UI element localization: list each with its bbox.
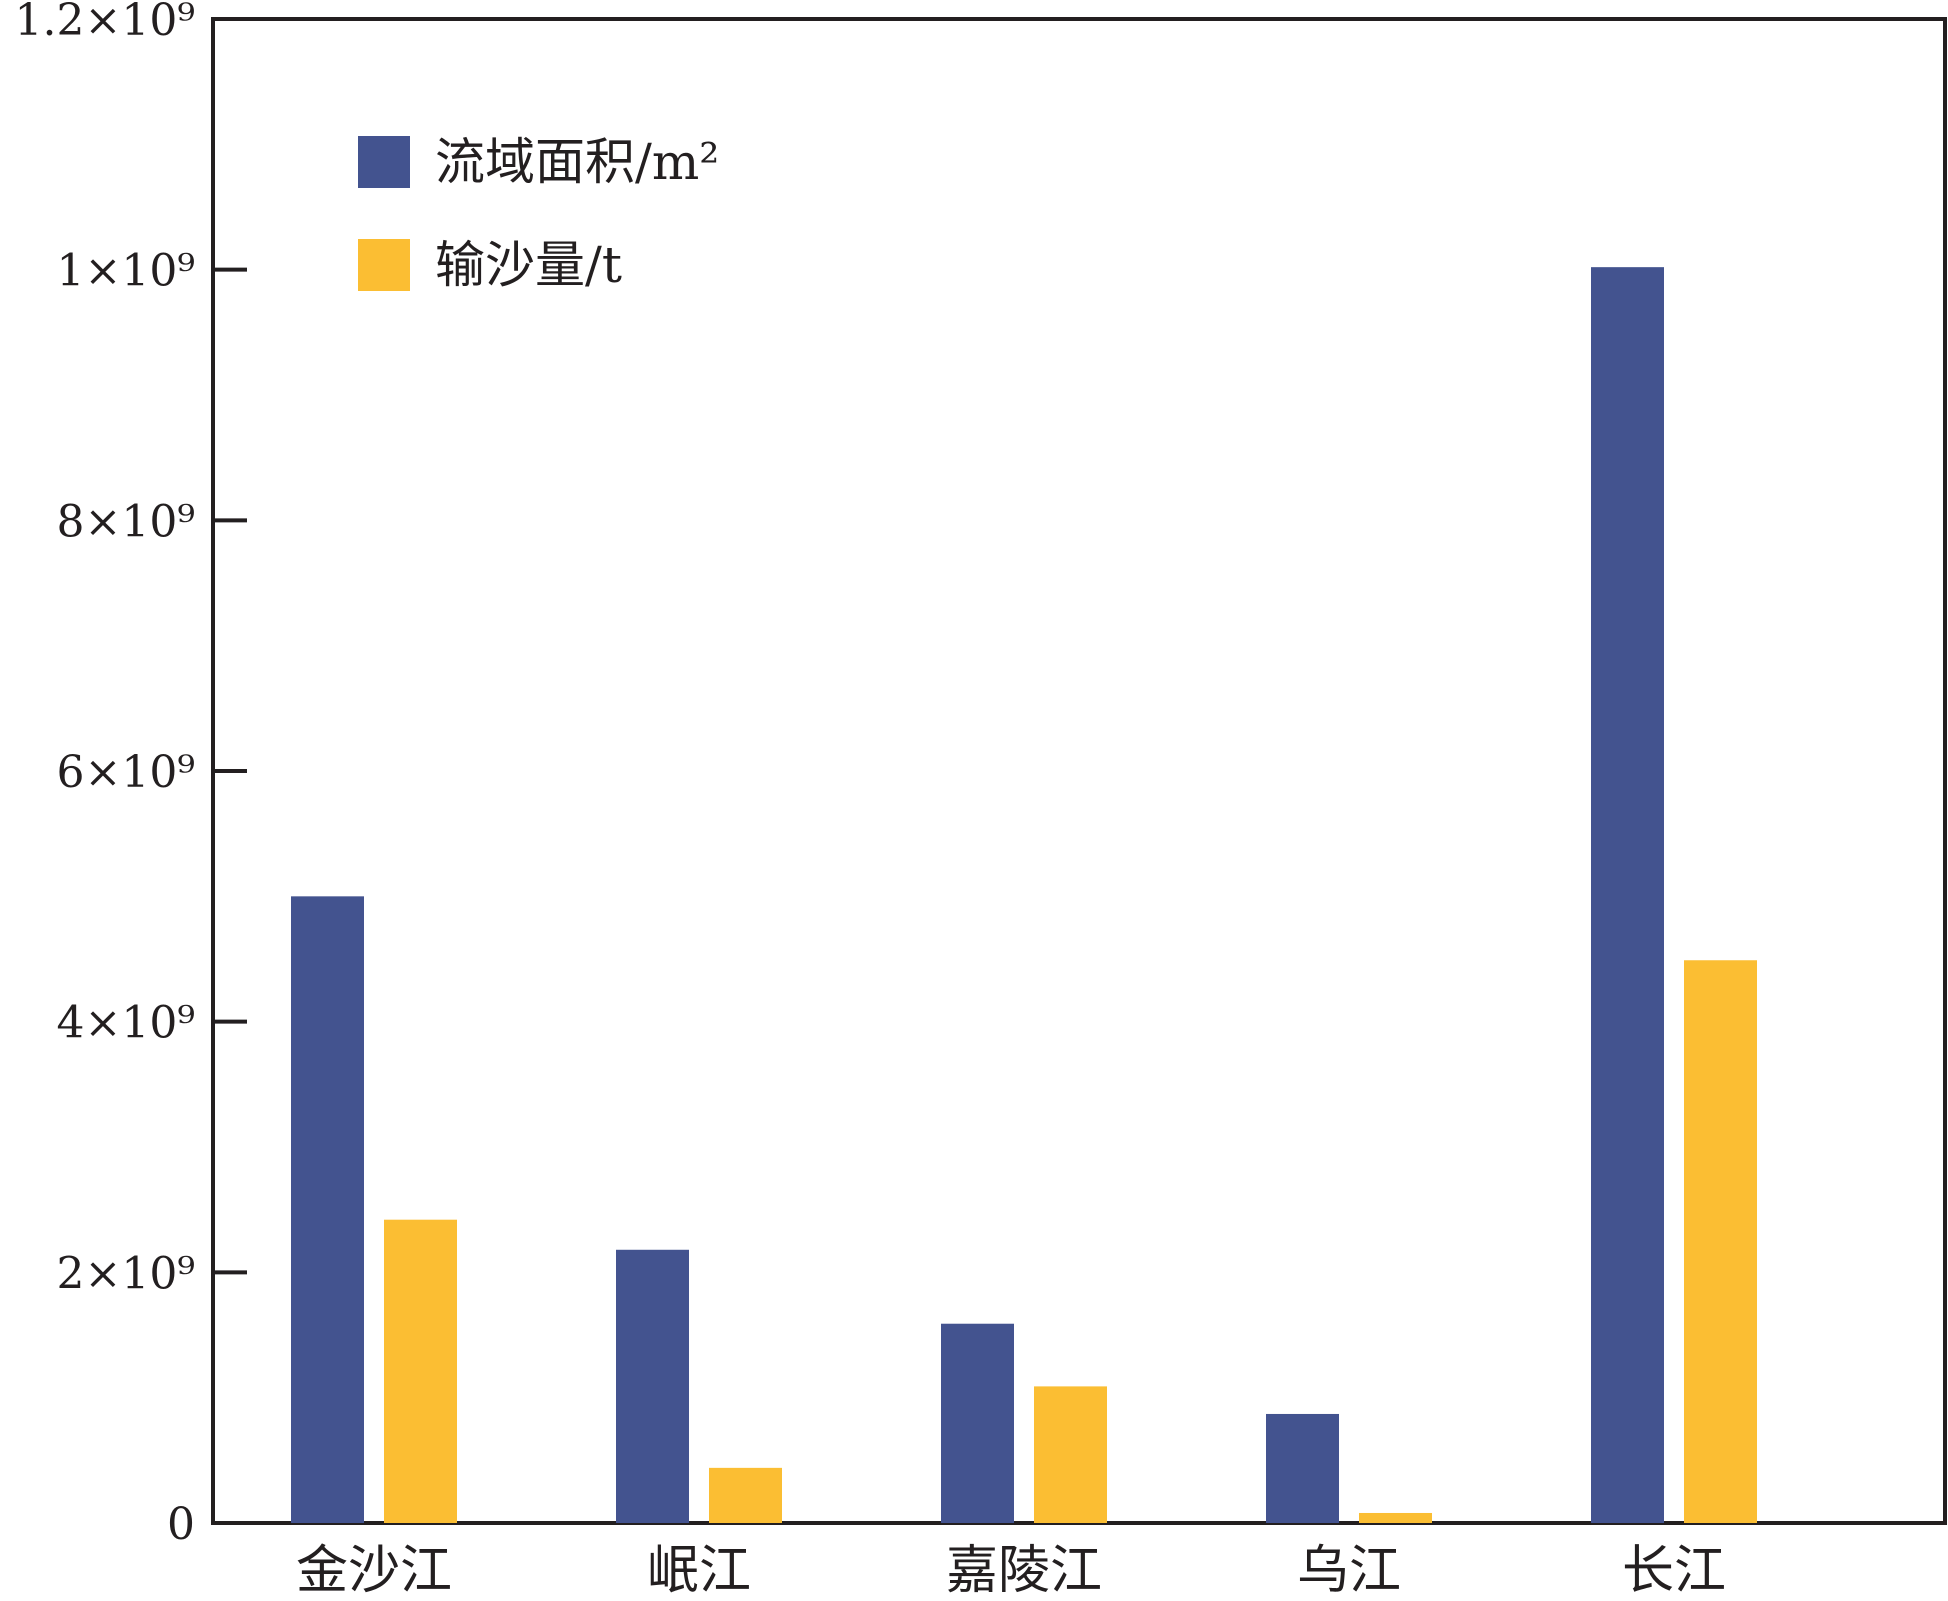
x-axis: 金沙江 岷江 嘉陵江 乌江 长江 (296, 1541, 1726, 1601)
x-category-label: 乌江 (1297, 1541, 1401, 1597)
bar-sediment-load-1 (709, 1467, 782, 1523)
bar-basin-area-4 (1591, 267, 1664, 1523)
legend-label: 流域面积/m² (435, 133, 719, 191)
y-tick-label: 1.2×10⁹ (15, 0, 195, 46)
bar-sediment-load-0 (384, 1219, 457, 1523)
bar-sediment-load-3 (1359, 1512, 1432, 1523)
x-category-label: 长江 (1622, 1541, 1726, 1597)
y-tick-label: 4×10⁹ (57, 998, 196, 1049)
y-tick-label: 2×10⁹ (57, 1248, 196, 1299)
bar-marks (291, 267, 1757, 1523)
x-category-label: 金沙江 (296, 1541, 452, 1597)
y-tick-label: 1×10⁹ (57, 246, 196, 297)
bar-sediment-load-2 (1034, 1386, 1107, 1523)
bar-basin-area-2 (941, 1323, 1014, 1523)
y-tick-label: 0 (167, 1499, 195, 1550)
y-tick-label: 6×10⁹ (57, 747, 196, 798)
bar-sediment-load-4 (1684, 960, 1757, 1523)
legend: 流域面积/m² 输沙量/t (358, 133, 719, 294)
legend-swatch (358, 239, 410, 291)
bar-basin-area-0 (291, 896, 364, 1523)
y-axis: 0 2×10⁹ 4×10⁹ 6×10⁹ 8×10⁹ 1×10⁹ 1.2×10⁹ (15, 0, 247, 1550)
legend-label: 输沙量/t (435, 236, 622, 294)
y-tick-label: 8×10⁹ (57, 496, 196, 547)
bar-basin-area-1 (616, 1249, 689, 1523)
x-category-label: 嘉陵江 (946, 1541, 1102, 1597)
x-category-label: 岷江 (647, 1541, 751, 1597)
legend-swatch (358, 136, 410, 188)
bar-basin-area-3 (1266, 1413, 1339, 1523)
